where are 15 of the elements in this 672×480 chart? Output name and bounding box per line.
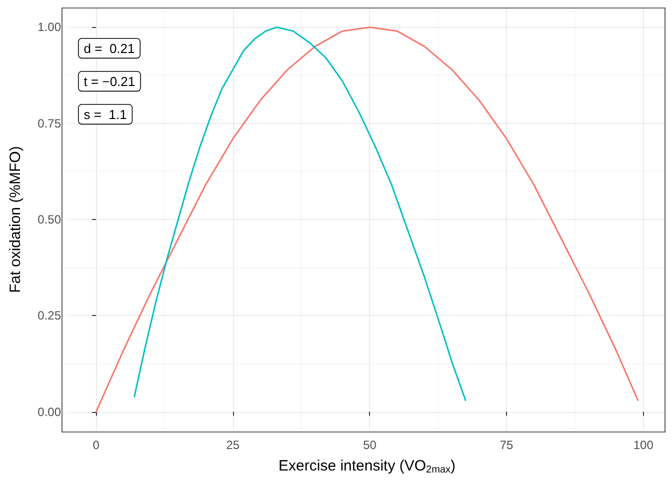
y-tick-label: 1.00 bbox=[38, 20, 62, 34]
x-tick-label: 100 bbox=[633, 438, 654, 452]
annotation: t = −0.21 bbox=[84, 74, 136, 89]
annotation: s = 1.1 bbox=[84, 106, 127, 122]
x-tick-label: 0 bbox=[92, 438, 100, 452]
y-tick-label: 0.00 bbox=[38, 404, 62, 419]
annotation: d = 0.21 bbox=[84, 40, 135, 56]
y-tick-label: 0.25 bbox=[38, 308, 62, 323]
y-axis-title: Fat oxidation (%MFO) bbox=[7, 146, 24, 293]
line-series bbox=[134, 26, 466, 401]
y-tick-label: 0.50 bbox=[38, 212, 62, 226]
x-tick-label: 50 bbox=[363, 438, 377, 452]
x-tick-label: 25 bbox=[226, 438, 240, 452]
x-tick-label: 75 bbox=[500, 438, 514, 452]
y-tick-label: 0.75 bbox=[38, 116, 62, 130]
